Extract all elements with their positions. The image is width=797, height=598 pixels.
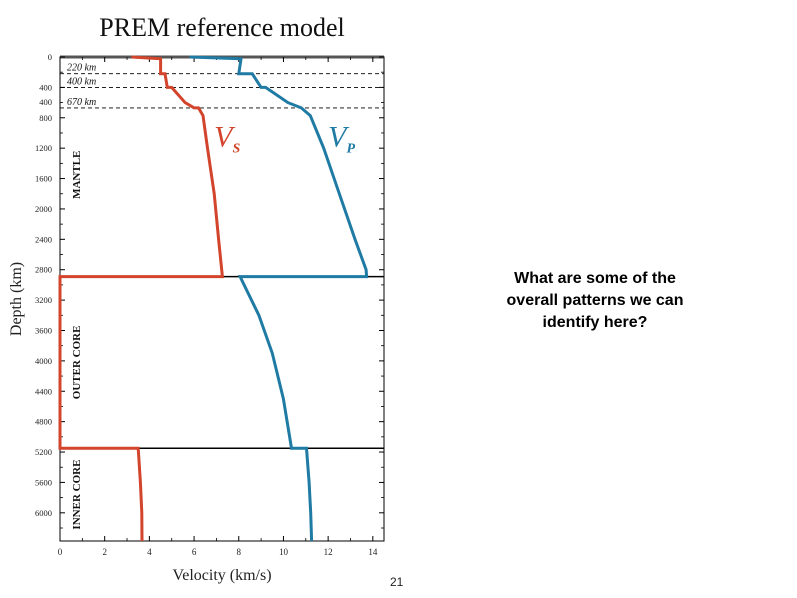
y-tick-label: 3200 bbox=[35, 295, 52, 305]
boundary-label: 400 km bbox=[67, 76, 96, 87]
x-tick-label: 10 bbox=[279, 547, 289, 557]
y-tick-label: 4000 bbox=[35, 356, 52, 366]
y-tick-label: 1200 bbox=[35, 143, 52, 153]
chart-title: PREM reference model bbox=[99, 13, 344, 42]
region-label: MANTLE bbox=[71, 151, 83, 199]
x-tick-label: 4 bbox=[147, 547, 152, 557]
x-axis-label: Velocity (km/s) bbox=[172, 567, 271, 584]
region-label: INNER CORE bbox=[71, 460, 83, 530]
y-tick-label: 6000 bbox=[35, 508, 52, 518]
x-tick-label: 8 bbox=[237, 547, 242, 557]
x-tick-label: 14 bbox=[368, 547, 378, 557]
y-tick-label: 2400 bbox=[35, 234, 52, 244]
y-tick-label: 1600 bbox=[35, 174, 52, 184]
x-tick-label: 12 bbox=[324, 547, 333, 557]
x-tick-label: 0 bbox=[58, 547, 63, 557]
boundary-label: 220 km bbox=[67, 63, 96, 74]
series-line-VP bbox=[189, 55, 369, 542]
y-tick-label: 4800 bbox=[35, 417, 52, 427]
y-tick-label: 800 bbox=[39, 113, 52, 123]
y-tick-label: 2000 bbox=[35, 204, 52, 214]
series-line-VS bbox=[58, 55, 225, 542]
y-tick-label: 400 bbox=[39, 82, 52, 92]
y-tick-label: 0 bbox=[48, 52, 52, 62]
y-axis-label: Depth (km) bbox=[8, 262, 25, 336]
y-tick-label: 3600 bbox=[35, 325, 52, 335]
y-tick-label: 2800 bbox=[35, 265, 52, 275]
question-text: What are some of the overall patterns we… bbox=[506, 270, 684, 331]
y-tick-label: 4400 bbox=[35, 386, 52, 396]
y-tick-label: 400 bbox=[39, 97, 52, 107]
x-tick-label: 6 bbox=[192, 547, 197, 557]
series-label: VS bbox=[214, 121, 240, 157]
series-label: VP bbox=[328, 121, 355, 157]
y-tick-label: 5600 bbox=[35, 477, 52, 487]
boundary-label: 670 km bbox=[67, 97, 96, 108]
y-tick-label: 5200 bbox=[35, 447, 52, 457]
region-label: OUTER CORE bbox=[71, 326, 83, 400]
slide-number: 21 bbox=[390, 575, 404, 589]
x-tick-label: 2 bbox=[102, 547, 107, 557]
